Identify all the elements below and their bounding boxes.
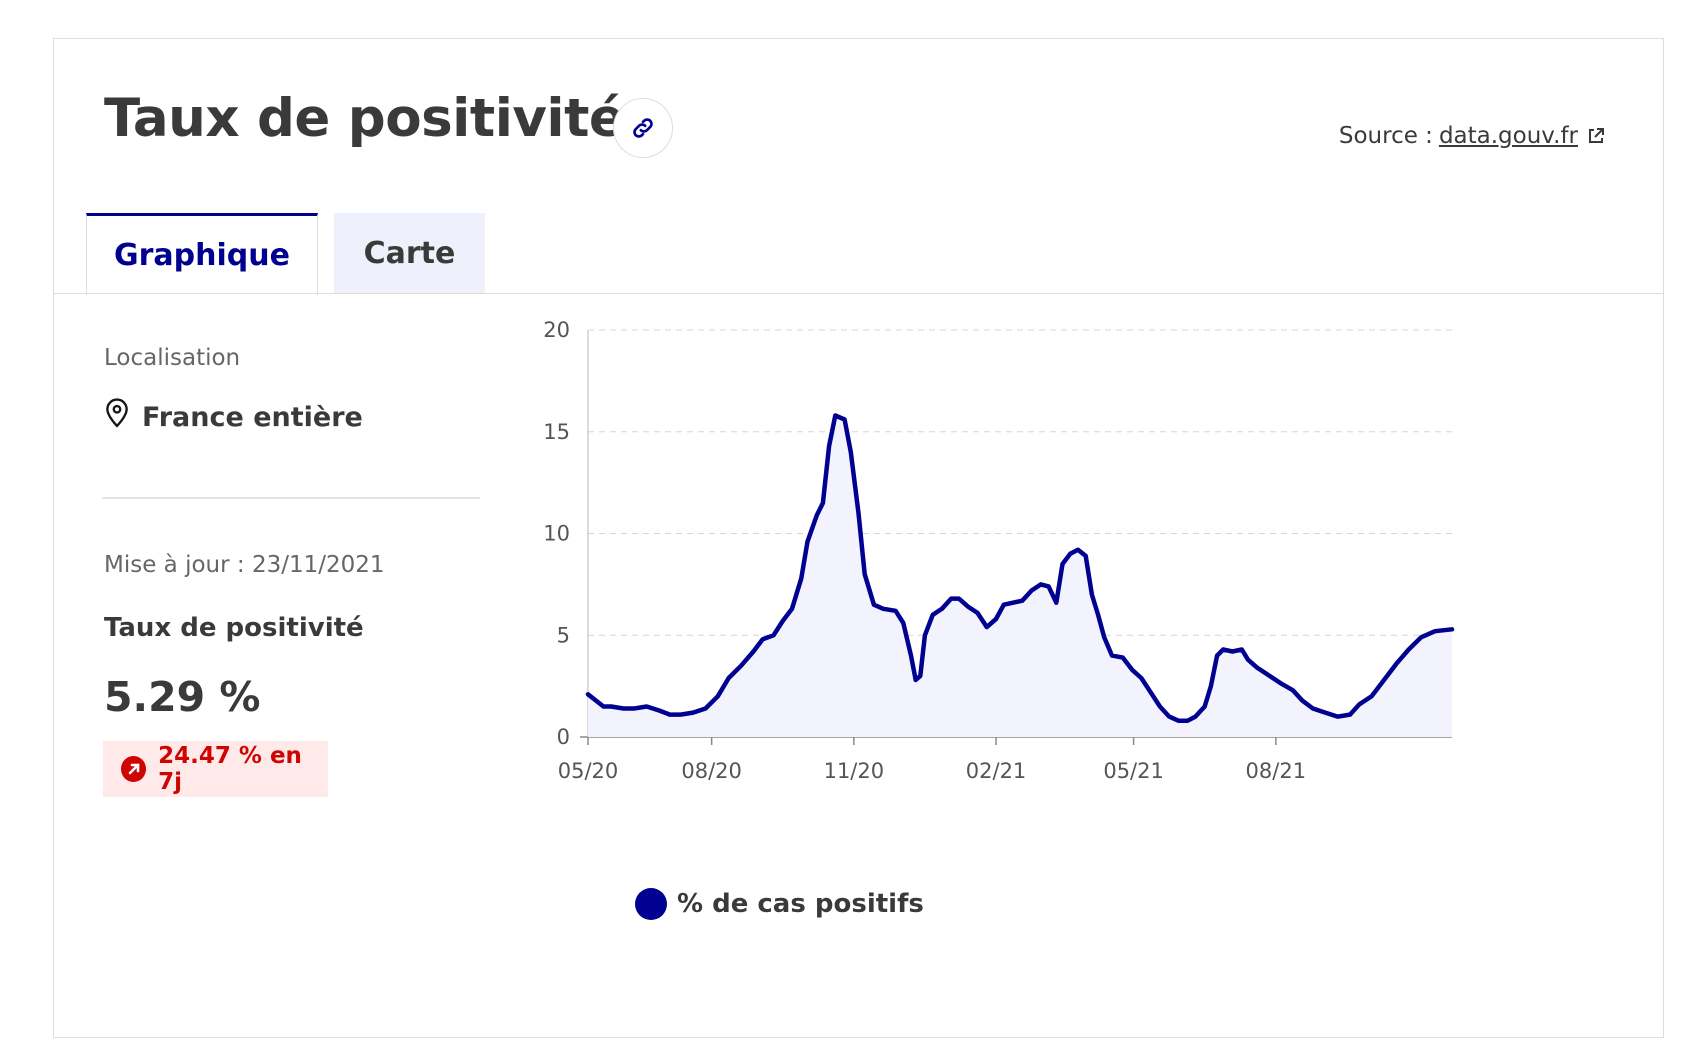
tab-graphique[interactable]: Graphique: [86, 213, 318, 295]
x-tick-label: 05/20: [558, 759, 619, 783]
map-pin-icon: [104, 397, 130, 428]
arrow-up-right-icon: [121, 756, 147, 782]
series-line: [585, 413, 1455, 723]
source-link[interactable]: data.gouv.fr: [1439, 123, 1606, 149]
y-tick-label: 10: [543, 522, 570, 546]
source-label: Source :: [1338, 123, 1433, 149]
last-update: Mise à jour : 23/11/2021: [104, 552, 385, 578]
location-value: France entière: [142, 402, 363, 433]
x-tick-label: 02/21: [966, 759, 1027, 783]
legend-label: % de cas positifs: [677, 889, 924, 919]
positivity-chart: 0 5 10 15 20 05/20 08/20 11/20 02/21 05/21 08/21: [543, 318, 1455, 783]
trend-badge: 24.47 % en 7j: [103, 741, 328, 797]
external-link-icon: [1586, 126, 1606, 146]
link-icon: [630, 115, 656, 141]
tabs-divider: [54, 293, 1664, 294]
trend-text: 24.47 % en 7j: [158, 743, 302, 795]
page-title: Taux de positivité: [104, 88, 625, 149]
metric-label: Taux de positivité: [104, 613, 364, 643]
source-link-text: data.gouv.fr: [1438, 123, 1578, 149]
location-selector[interactable]: France entière: [104, 397, 363, 433]
x-tick-label: 08/21: [1246, 759, 1307, 783]
x-tick-label: 05/21: [1103, 759, 1164, 783]
y-tick-label: 20: [543, 318, 570, 342]
y-tick-label: 5: [557, 623, 570, 647]
location-label: Localisation: [104, 345, 241, 371]
sidebar-divider: [102, 497, 480, 499]
tab-carte[interactable]: Carte: [334, 213, 485, 294]
copy-link-button[interactable]: [613, 98, 673, 158]
source-attribution: Source : data.gouv.fr: [1339, 123, 1606, 149]
y-tick-label: 15: [543, 420, 570, 444]
y-tick-label: 0: [557, 725, 570, 749]
series-area: [588, 415, 1452, 737]
legend-swatch: [635, 888, 667, 920]
x-tick-label: 11/20: [824, 759, 885, 783]
x-tick-label: 08/20: [681, 759, 742, 783]
chart-legend: % de cas positifs: [635, 888, 924, 920]
metric-value: 5.29 %: [104, 673, 261, 721]
